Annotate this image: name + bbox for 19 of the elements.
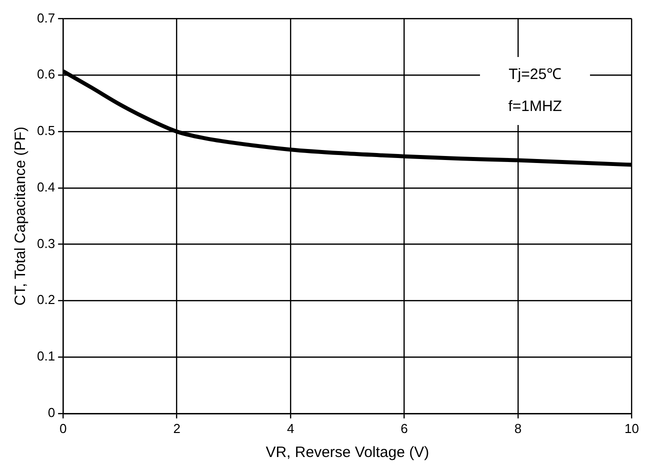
y-tick-label: 0.2 [36, 292, 56, 308]
y-tick-label: 0.6 [36, 66, 56, 82]
y-tick-label: 0 [48, 404, 56, 420]
x-tick-label: 10 [624, 420, 640, 436]
x-axis-title: VR, Reverse Voltage (V) [266, 444, 430, 462]
annotation: f=1MHZ [507, 96, 563, 117]
text-box: Tj=25℃ f=1MHZ [480, 56, 590, 125]
x-tick-label: 2 [173, 420, 180, 436]
x-tick-label: 8 [514, 420, 522, 436]
x-tick-label: 4 [286, 420, 294, 436]
x-tick-label: 6 [400, 420, 408, 436]
y-tick-label: 0.3 [36, 236, 56, 251]
x-tick-label: 0 [59, 420, 67, 436]
y-tick-label: 0.1 [36, 348, 56, 364]
y-axis-title: CT, Total Capacitance (PF) [12, 126, 30, 306]
y-tick-label: 0.7 [36, 10, 56, 26]
y-tick-label: 0.5 [36, 123, 56, 138]
y-tick-label: 0.4 [36, 179, 56, 194]
annotation: Tj=25℃ [508, 64, 563, 85]
